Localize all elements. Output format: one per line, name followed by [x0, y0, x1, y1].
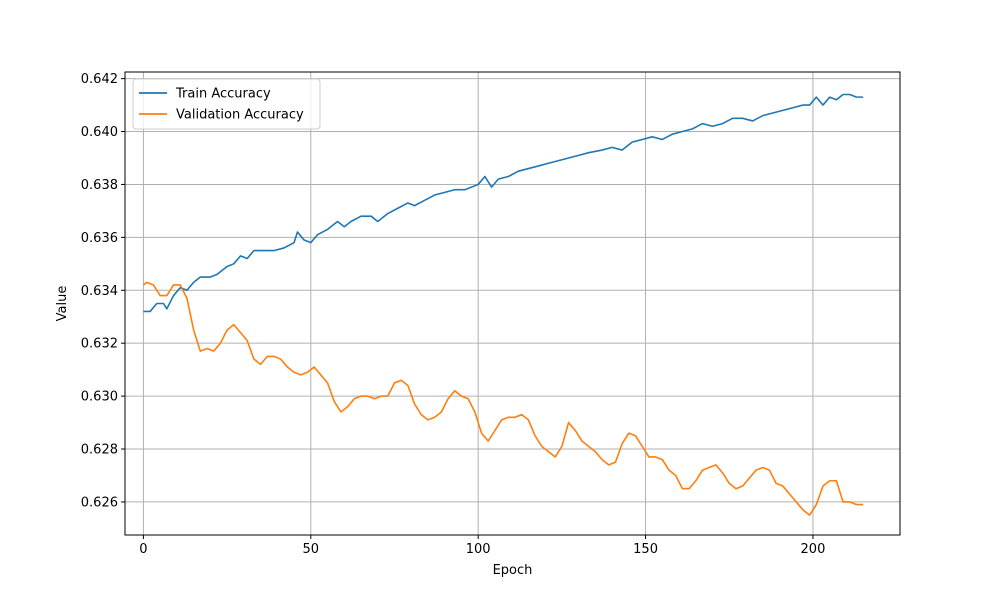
y-axis-label: Value: [55, 286, 70, 322]
legend-box: [132, 78, 321, 130]
y-tick-label: 0.638: [81, 178, 118, 193]
series-layer: [142, 93, 864, 516]
x-tick-label: 50: [303, 542, 320, 557]
y-tick-label: 0.636: [81, 231, 118, 246]
x-tick-label: 0: [139, 542, 147, 557]
legend: Train Accuracy Validation Accuracy: [132, 78, 321, 130]
x-axis-label: Epoch: [493, 563, 533, 578]
x-tick-label: 100: [466, 542, 491, 557]
grid-lines: [125, 72, 900, 535]
y-tick-label: 0.642: [81, 72, 118, 87]
x-tick-label: 200: [801, 542, 826, 557]
legend-label: Validation Accuracy: [176, 108, 304, 123]
x-tick-label: 150: [633, 542, 658, 557]
y-tick-label: 0.626: [81, 495, 118, 510]
axis-ticks: 0 50 100 150 200 0.626 0.628 0.630 0.632 0.634 0.6…: [81, 72, 826, 557]
plot-area-frame: [124, 71, 901, 536]
y-tick-label: 0.630: [81, 390, 118, 405]
y-tick-label: 0.628: [81, 443, 118, 458]
y-tick-label: 0.632: [81, 337, 118, 352]
legend-label: Train Accuracy: [175, 87, 271, 102]
y-tick-label: 0.634: [81, 284, 118, 299]
y-tick-label: 0.640: [81, 125, 118, 140]
series-line-train-accuracy: [143, 93, 864, 313]
series-line-validation-accuracy: [142, 281, 864, 516]
